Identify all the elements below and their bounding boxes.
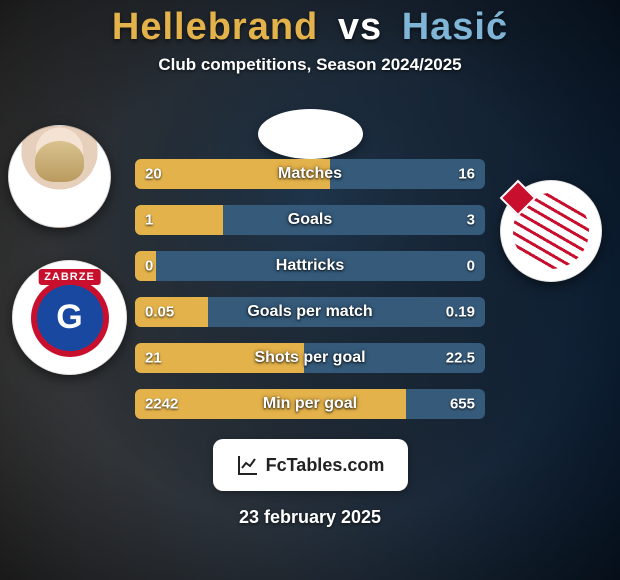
player2-name: Hasić bbox=[402, 6, 508, 48]
stat-label: Shots per goal bbox=[254, 349, 365, 367]
stat-value-right: 0 bbox=[467, 258, 475, 275]
stat-row: Goals per match 0.05 0.19 bbox=[135, 297, 485, 327]
footer-date: 23 february 2025 bbox=[239, 507, 381, 528]
stat-value-left: 20 bbox=[145, 166, 162, 183]
stat-value-right: 655 bbox=[450, 396, 475, 413]
stat-row: Matches 20 16 bbox=[135, 159, 485, 189]
vs-label: vs bbox=[338, 6, 382, 48]
player2-avatar bbox=[258, 109, 363, 159]
source-badge[interactable]: FcTables.com bbox=[213, 439, 408, 491]
stat-label: Matches bbox=[278, 165, 342, 183]
stat-label: Min per goal bbox=[263, 395, 357, 413]
stat-label: Hattricks bbox=[276, 257, 344, 275]
player1-name: Hellebrand bbox=[112, 6, 318, 48]
stat-value-right: 16 bbox=[458, 166, 475, 183]
stat-value-left: 0.05 bbox=[145, 304, 174, 321]
stat-value-right: 3 bbox=[467, 212, 475, 229]
stat-row: Shots per goal 21 22.5 bbox=[135, 343, 485, 373]
season-subtitle: Club competitions, Season 2024/2025 bbox=[158, 55, 461, 75]
stats-column: Matches 20 16 Goals 1 3 Hattricks 0 0 Goals per m… bbox=[135, 159, 485, 419]
source-text: FcTables.com bbox=[266, 455, 385, 476]
comparison-title: Hellebrand vs Hasić bbox=[112, 6, 508, 49]
stat-row: Min per goal 2242 655 bbox=[135, 389, 485, 419]
stat-value-left: 2242 bbox=[145, 396, 178, 413]
stat-value-right: 0.19 bbox=[446, 304, 475, 321]
stat-fill-right bbox=[223, 205, 486, 235]
stat-row: Goals 1 3 bbox=[135, 205, 485, 235]
stat-value-right: 22.5 bbox=[446, 350, 475, 367]
stat-value-left: 0 bbox=[145, 258, 153, 275]
stat-value-left: 1 bbox=[145, 212, 153, 229]
stat-label: Goals per match bbox=[247, 303, 372, 321]
stats-icon bbox=[236, 453, 260, 477]
stat-value-left: 21 bbox=[145, 350, 162, 367]
stat-row: Hattricks 0 0 bbox=[135, 251, 485, 281]
stat-label: Goals bbox=[288, 211, 332, 229]
